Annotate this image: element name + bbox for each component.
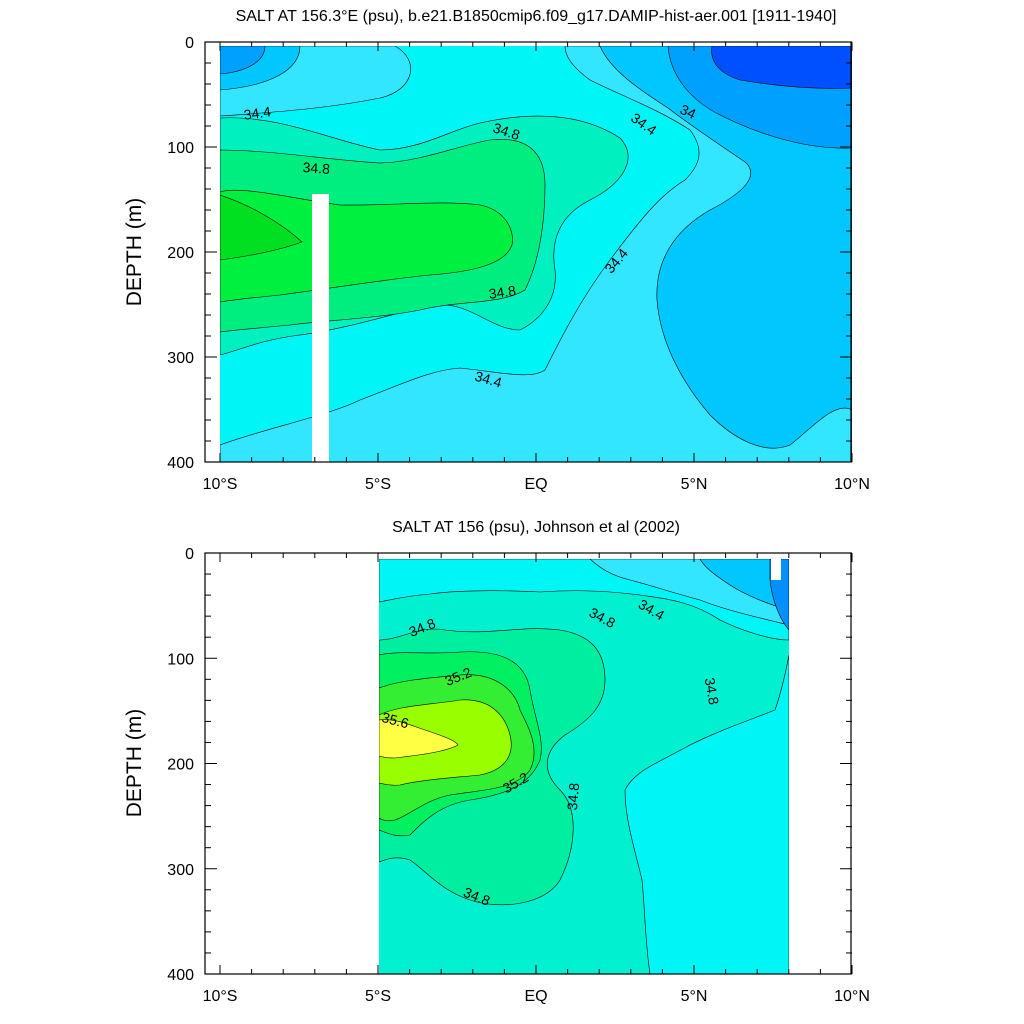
top-x-tick-label: EQ: [524, 476, 547, 493]
bottom-x-tick-label: 10°S: [203, 988, 238, 1005]
top-y-tick-label: 0: [185, 35, 194, 52]
top-y-axis-label: DEPTH (m): [123, 198, 146, 307]
top-y-tick-label: 400: [167, 455, 194, 472]
bottom-contour-field: [379, 559, 789, 974]
top-missing-column: [312, 194, 329, 462]
bottom-panel: SALT AT 156 (psu), Johnson et al (2002): [123, 519, 870, 1005]
bottom-x-tick-label: 5°S: [365, 988, 391, 1005]
bottom-contour-label: 34.8: [702, 676, 723, 706]
bottom-axes: 10°S 5°S EQ 5°N 10°N 0 100 200 300 400: [167, 546, 870, 1005]
top-x-tick-label: 10°S: [203, 476, 238, 493]
top-panel: SALT AT 156.3°E (psu), b.e21.B1850cmip6.…: [123, 8, 870, 493]
top-contour-label: 34.8: [488, 282, 517, 302]
top-fill-e-min: [711, 46, 852, 89]
bottom-y-tick-label: 200: [167, 757, 194, 774]
bottom-contour-label: 34.8: [564, 782, 582, 811]
top-y-tick-label: 200: [167, 245, 194, 262]
bottom-y-tick-label: 100: [167, 651, 194, 668]
top-fill-e-lower: [599, 46, 852, 449]
bottom-contour-label: 35.6: [380, 709, 411, 732]
top-fill-core: [220, 189, 513, 303]
top-fill-w-lowest: [220, 46, 266, 75]
bottom-y-tick-label: 0: [185, 546, 194, 563]
top-contour-label: 34.4: [243, 103, 272, 123]
bottom-x-tick-label: EQ: [524, 988, 547, 1005]
top-contour-label: 34.8: [302, 159, 331, 177]
bottom-title: SALT AT 156 (psu), Johnson et al (2002): [392, 519, 680, 536]
bottom-y-tick-label: 400: [167, 967, 194, 984]
top-contour-label: 34.4: [473, 368, 504, 391]
top-contour-label: 34: [678, 101, 699, 122]
bottom-fill-core: [379, 719, 459, 759]
top-axes: 10°S 5°S EQ 5°N 10°N 0 100 200 300 400: [167, 35, 870, 493]
top-y-tick-label: 300: [167, 350, 194, 367]
top-x-tick-label: 10°N: [834, 476, 870, 493]
top-contour-field: [220, 46, 852, 462]
top-fill-core2: [220, 194, 303, 261]
bottom-x-tick-label: 5°N: [681, 988, 708, 1005]
bottom-fill-e-tongue: [624, 654, 789, 974]
top-x-tick-label: 5°N: [681, 476, 708, 493]
bottom-x-tick-label: 10°N: [834, 988, 870, 1005]
bottom-missing-corner: [771, 559, 781, 580]
top-title: SALT AT 156.3°E (psu), b.e21.B1850cmip6.…: [236, 8, 837, 25]
top-y-tick-label: 100: [167, 140, 194, 157]
bottom-y-axis-label: DEPTH (m): [123, 709, 146, 818]
bottom-y-tick-label: 300: [167, 862, 194, 879]
top-x-tick-label: 5°S: [365, 476, 391, 493]
